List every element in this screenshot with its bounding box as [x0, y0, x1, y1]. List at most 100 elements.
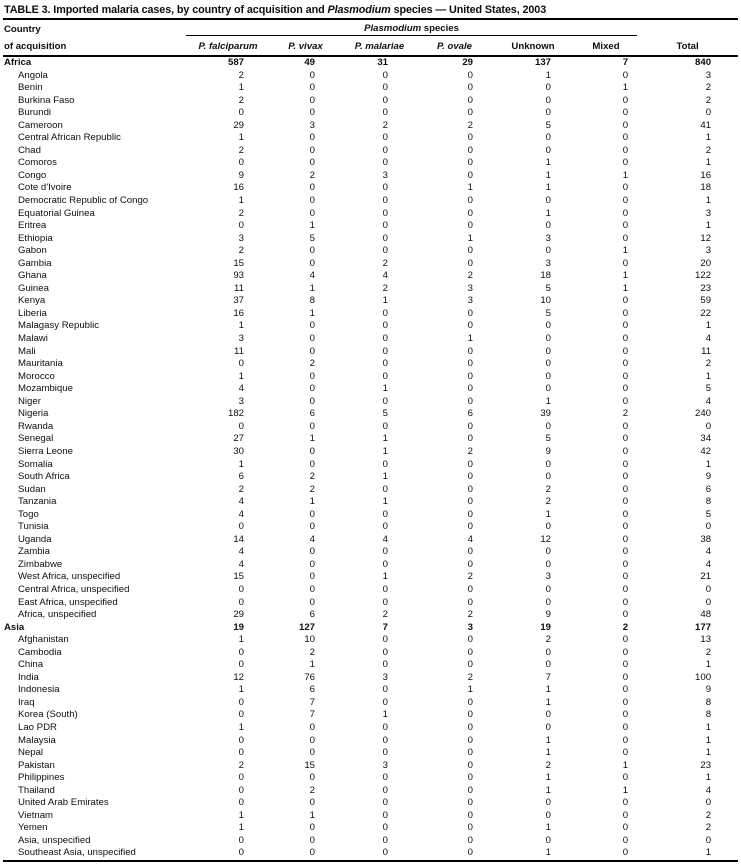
country-cell: Afghanistan — [18, 634, 69, 646]
value-cell-p-falciparum: 1 — [238, 809, 244, 821]
value-cell-p-ovale: 0 — [467, 834, 473, 846]
value-cell-p-ovale: 1 — [467, 232, 473, 244]
value-cell-mixed: 0 — [622, 433, 629, 445]
value-cell-p-ovale: 4 — [467, 533, 473, 545]
table-row: Tanzania 4 1 1 0 2 0 8 — [3, 496, 738, 509]
country-cell: Chad — [18, 144, 41, 156]
value-cell-p-malariae: 3 — [382, 759, 388, 771]
table-row: Morocco 1 0 0 0 0 0 1 — [3, 371, 738, 384]
value-cell-p-falciparum: 182 — [227, 408, 244, 420]
column-header-p-malariae: P. malariae — [354, 41, 405, 52]
value-cell-p-falciparum: 0 — [238, 847, 244, 859]
value-cell-unknown: 1 — [545, 784, 551, 796]
table-header: Country Plasmodium species of acquisitio… — [3, 19, 739, 56]
value-cell-unknown: 1 — [545, 734, 551, 746]
value-cell-mixed: 0 — [622, 94, 629, 106]
table-row: Tunisia 0 0 0 0 0 0 0 — [3, 521, 738, 534]
column-header-p-falciparum: P. falciparum — [198, 41, 258, 52]
value-cell-p-falciparum: 0 — [238, 747, 244, 759]
value-cell-mixed: 0 — [622, 370, 629, 382]
value-cell-unknown: 10 — [540, 295, 551, 307]
species-group-rest: species — [421, 23, 459, 34]
table-row: Somalia 1 0 0 0 0 0 1 — [3, 459, 738, 472]
header-spacer — [637, 19, 738, 36]
value-cell-unknown: 0 — [545, 659, 551, 671]
value-cell-p-vivax: 0 — [309, 546, 315, 558]
value-cell-unknown: 0 — [545, 809, 551, 821]
country-cell: West Africa, unspecified — [18, 571, 121, 583]
value-cell-p-ovale: 0 — [467, 646, 473, 658]
value-cell-unknown: 0 — [545, 345, 551, 357]
value-cell-mixed: 0 — [622, 659, 629, 671]
value-cell-p-falciparum: 15 — [233, 257, 244, 269]
table-row: Gambia 15 0 2 0 3 0 20 — [3, 258, 738, 271]
value-cell-mixed: 0 — [622, 533, 629, 545]
table-row: Philippines 0 0 0 0 1 0 1 — [3, 772, 738, 785]
value-cell-p-ovale: 0 — [467, 809, 473, 821]
value-cell-p-vivax: 10 — [304, 634, 315, 646]
value-cell-p-malariae: 3 — [382, 169, 388, 181]
value-cell-unknown: 1 — [545, 696, 551, 708]
value-cell-unknown: 1 — [545, 772, 551, 784]
value-cell-mixed: 0 — [622, 634, 629, 646]
table-row: Zimbabwe 4 0 0 0 0 0 4 — [3, 559, 738, 572]
value-cell-unknown: 1 — [545, 508, 551, 520]
value-cell-p-malariae: 0 — [382, 395, 388, 407]
country-cell: Ghana — [18, 270, 47, 282]
value-cell-total: 177 — [695, 621, 712, 633]
value-cell-total: 6 — [705, 483, 712, 495]
value-cell-p-malariae: 3 — [382, 671, 388, 683]
value-cell-p-falciparum: 2 — [238, 69, 244, 81]
value-cell-unknown: 9 — [545, 609, 551, 621]
table-row: Democratic Republic of Congo 1 0 0 0 0 0… — [3, 195, 738, 208]
value-cell-unknown: 3 — [545, 257, 551, 269]
value-cell-p-malariae: 0 — [382, 508, 388, 520]
country-cell: Cambodia — [18, 646, 62, 658]
table-row: Senegal 27 1 1 0 5 0 34 — [3, 433, 738, 446]
country-cell: Gabon — [18, 245, 47, 257]
value-cell-unknown: 2 — [545, 759, 551, 771]
country-cell: Nigeria — [18, 408, 49, 420]
value-cell-mixed: 1 — [622, 784, 629, 796]
table-row: Central Africa, unspecified 0 0 0 0 0 0 … — [3, 584, 738, 597]
value-cell-p-vivax: 0 — [309, 521, 315, 533]
country-cell: Central African Republic — [18, 132, 121, 144]
country-cell: Guinea — [18, 282, 49, 294]
value-cell-total: 2 — [705, 646, 712, 658]
value-cell-p-malariae: 0 — [382, 94, 388, 106]
table-row: Pakistan 2 15 3 0 2 1 23 — [3, 760, 738, 773]
country-header-line1: Country — [4, 23, 41, 35]
value-cell-p-malariae: 0 — [382, 220, 388, 232]
value-cell-p-ovale: 1 — [467, 182, 473, 194]
value-cell-p-ovale: 3 — [467, 282, 473, 294]
country-cell: Africa, unspecified — [18, 609, 97, 621]
table-row: Lao PDR 1 0 0 0 0 0 1 — [3, 722, 738, 735]
value-cell-p-malariae: 4 — [382, 270, 388, 282]
value-cell-p-falciparum: 0 — [238, 696, 244, 708]
value-cell-p-falciparum: 16 — [233, 182, 244, 194]
value-cell-total: 4 — [705, 784, 712, 796]
value-cell-p-falciparum: 0 — [238, 220, 244, 232]
value-cell-p-falciparum: 0 — [238, 797, 244, 809]
value-cell-p-malariae: 0 — [382, 521, 388, 533]
country-cell: Zambia — [18, 546, 50, 558]
value-cell-unknown: 1 — [545, 182, 551, 194]
value-cell-p-vivax: 1 — [309, 433, 315, 445]
value-cell-mixed: 0 — [622, 182, 629, 194]
value-cell-total: 1 — [705, 747, 712, 759]
value-cell-unknown: 5 — [545, 119, 551, 131]
table-body: Africa 587 49 31 29 137 7 840 Angola 2 0… — [3, 56, 739, 861]
value-cell-total: 11 — [701, 345, 712, 357]
value-cell-p-malariae: 0 — [382, 797, 388, 809]
value-cell-p-vivax: 1 — [309, 809, 315, 821]
value-cell-unknown: 1 — [545, 207, 551, 219]
value-cell-mixed: 1 — [622, 169, 629, 181]
country-cell: Mozambique — [18, 383, 73, 395]
table-row: Benin 1 0 0 0 0 1 2 — [3, 82, 738, 95]
table-row: India 12 76 3 2 7 0 100 — [3, 672, 738, 685]
value-cell-p-malariae: 0 — [382, 458, 388, 470]
value-cell-p-falciparum: 0 — [238, 420, 244, 432]
malaria-cases-table: Country Plasmodium species of acquisitio… — [3, 18, 739, 862]
value-cell-p-malariae: 0 — [382, 157, 388, 169]
